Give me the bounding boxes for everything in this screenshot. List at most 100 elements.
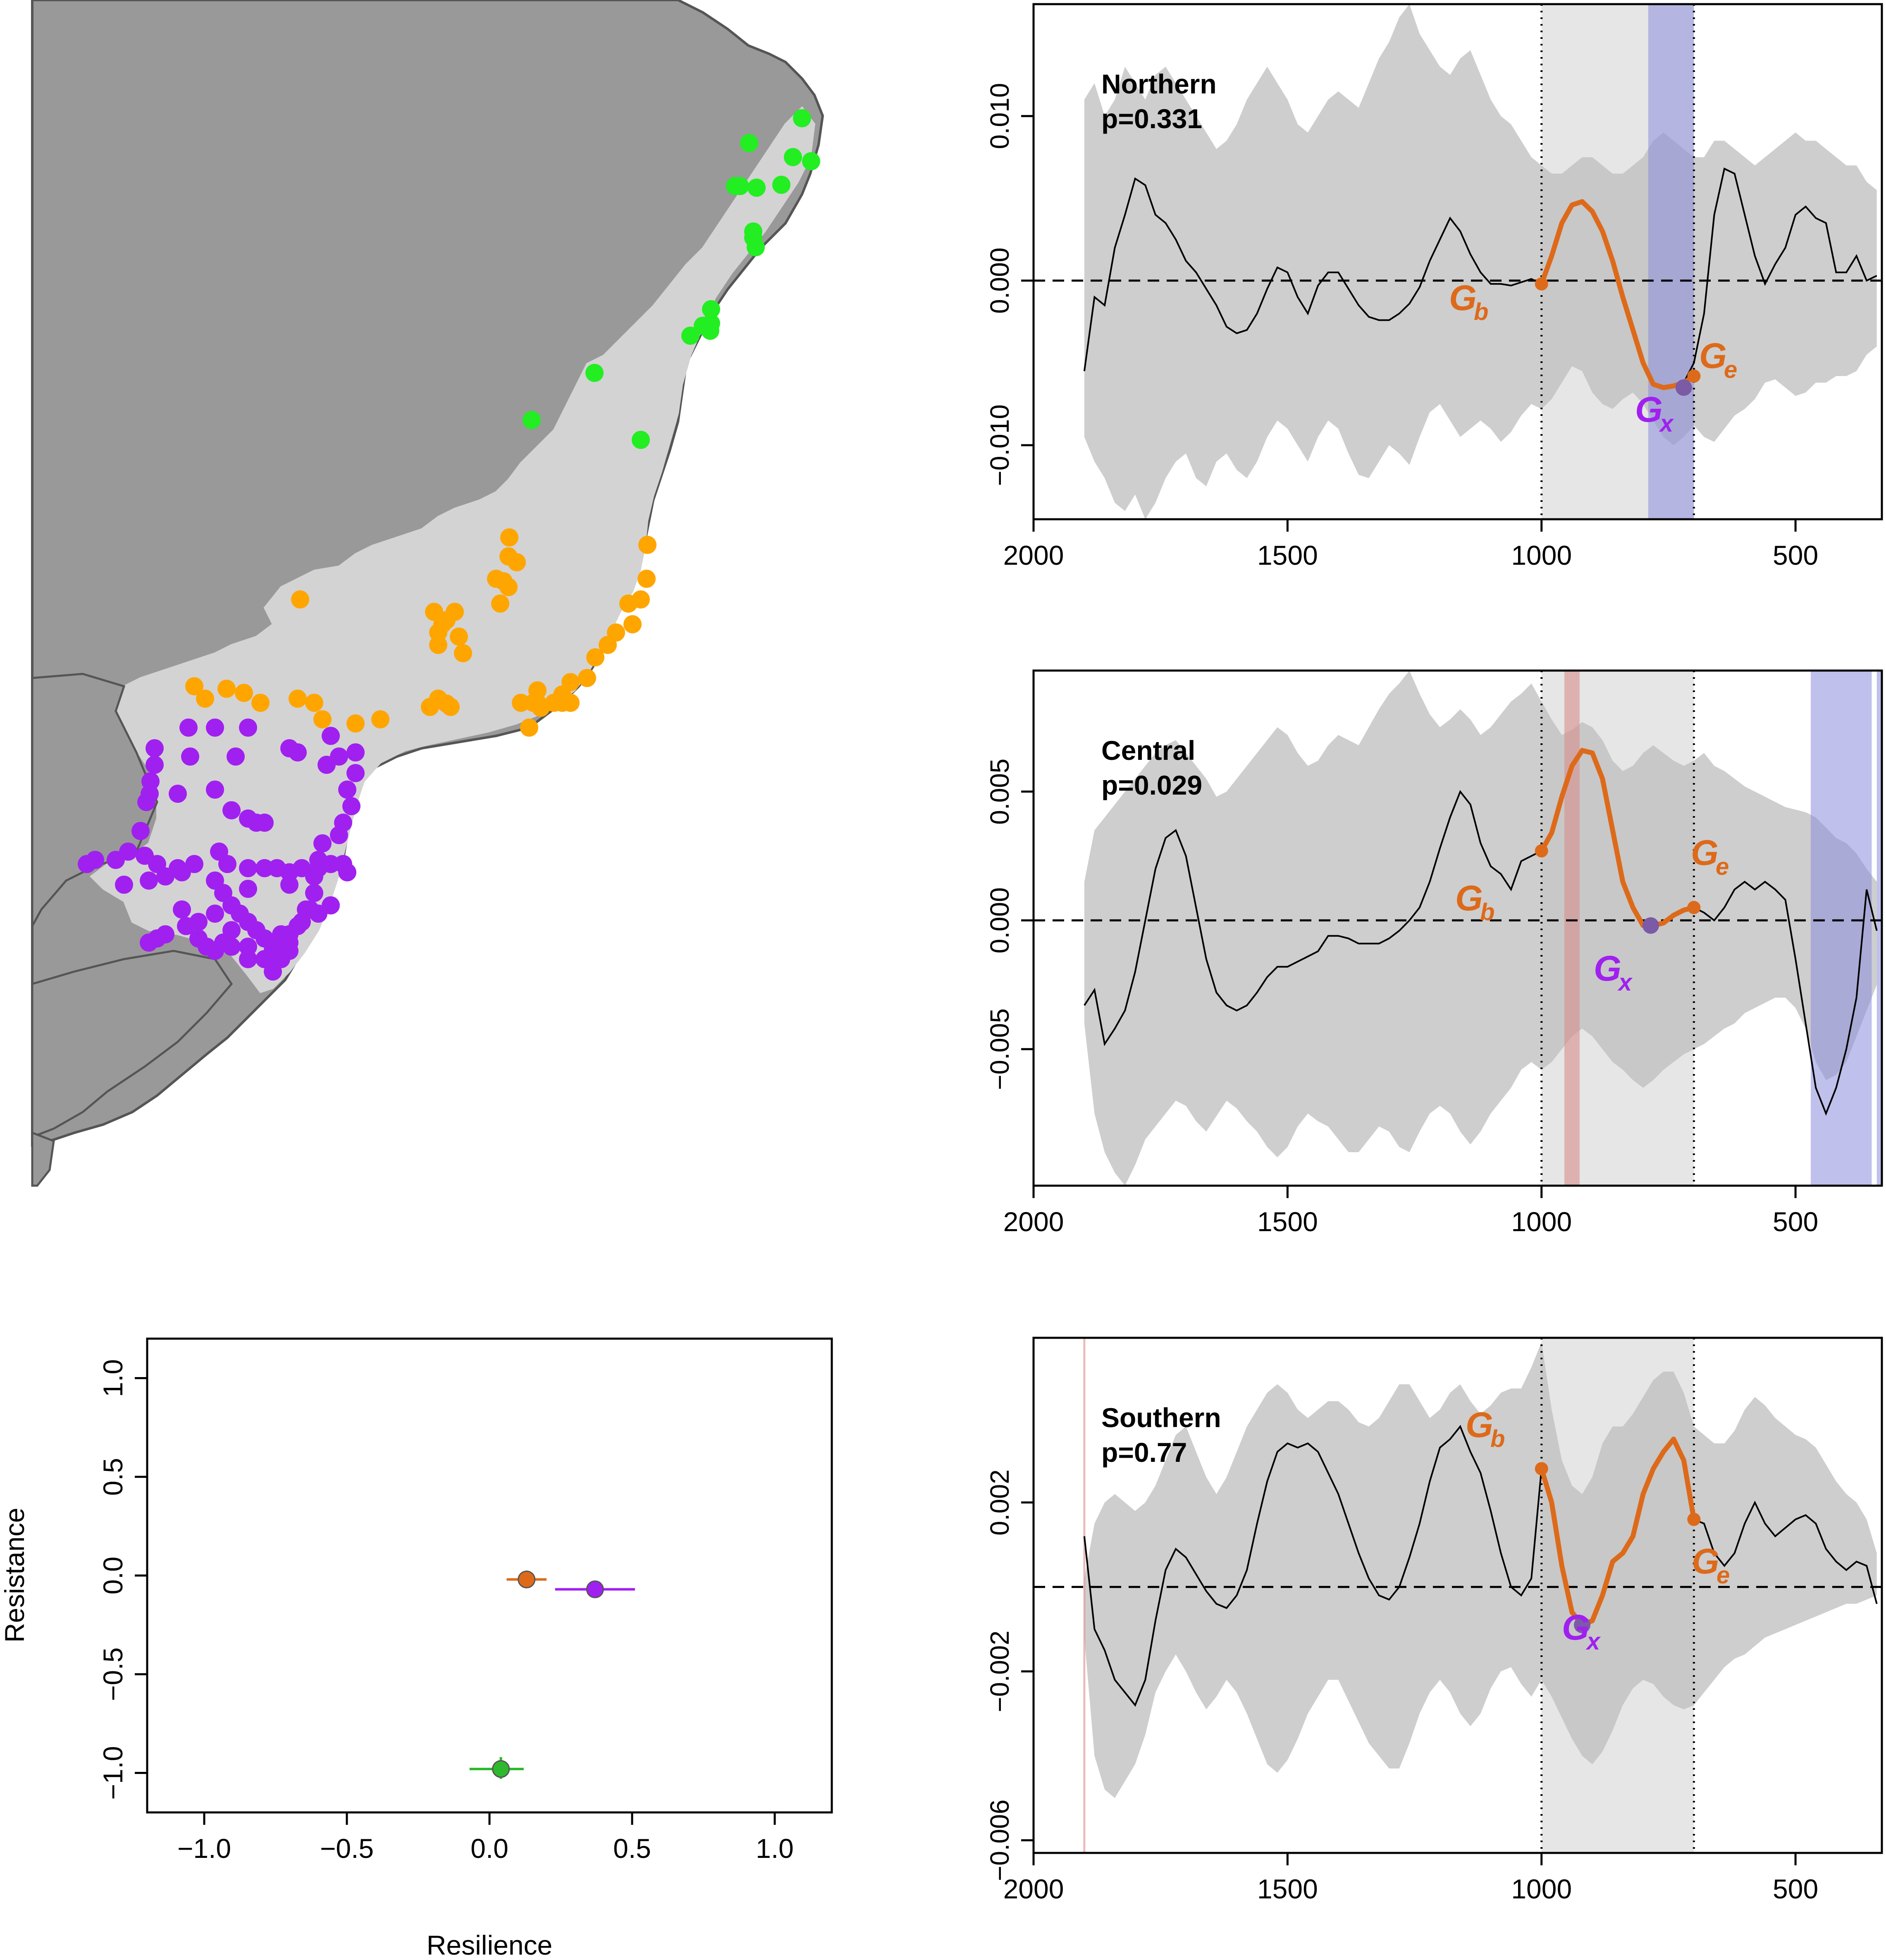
northern-points [523, 109, 820, 449]
southern-site-point [227, 747, 245, 766]
x-tick-label: 2000 [1003, 1874, 1064, 1904]
southern-site-point [78, 855, 96, 873]
gb-marker [1535, 277, 1548, 291]
x-tick-label: 500 [1773, 540, 1818, 571]
scatter-plot-area [146, 1337, 833, 1814]
central-site-point [454, 644, 472, 662]
gb-marker [1535, 844, 1548, 858]
northern-site-point [632, 431, 650, 449]
central-site-point [289, 690, 307, 708]
map-panel [31, 0, 859, 1187]
p-value-label: p=0.77 [1101, 1437, 1187, 1468]
x-tick-label: 500 [1773, 1206, 1818, 1237]
southern-site-point [146, 739, 164, 757]
central-site-point [371, 710, 389, 728]
coastal-island [31, 1131, 55, 1187]
central-site-point [491, 594, 509, 613]
southern-site-point [239, 880, 257, 898]
x-tick-label: 1000 [1511, 540, 1572, 571]
resilience-resistance-plot: −1.0 −0.5 0.0 0.5 1.0 −1.0 −0.5 0.0 0.5 1.0 Resi… [0, 1337, 833, 1960]
x-tick-label: 1000 [1511, 1206, 1572, 1237]
gx-label-subscript: x [1617, 969, 1633, 996]
gb-label: G [1466, 1405, 1493, 1445]
northern-site-point [523, 411, 541, 429]
y-tick-label: 0.000 [985, 887, 1015, 953]
northern-region-point [492, 1760, 510, 1778]
southern-site-point [137, 793, 155, 811]
central-site-point [196, 690, 214, 708]
ge-label-subscript: e [1716, 853, 1729, 880]
southern-site-point [338, 781, 356, 799]
southern-site-point [206, 942, 224, 960]
southern-site-point [169, 785, 187, 803]
central-site-point [512, 694, 530, 712]
gx-marker [1642, 917, 1659, 934]
central-site-point [520, 719, 538, 737]
x-tick-label: 1500 [1257, 1874, 1318, 1904]
central-site-point [217, 680, 236, 698]
southern-site-point [156, 867, 174, 886]
scatter-x-tick-label: 1.0 [756, 1833, 794, 1864]
northern-site-point [772, 176, 790, 194]
southern-site-point [289, 743, 307, 762]
central-site-point [494, 572, 513, 590]
southern-site-point [272, 925, 290, 943]
ge-label-subscript: e [1724, 356, 1737, 383]
ge-label: G [1691, 833, 1719, 873]
scatter-y-tick-label: 1.0 [98, 1359, 128, 1397]
region-title: Southern [1101, 1402, 1221, 1433]
plot-content [1034, 4, 1882, 519]
x-tick-label: 2000 [1003, 1206, 1064, 1237]
northern-site-point [740, 134, 758, 152]
southern-site-point [330, 826, 348, 844]
southern-site-point [206, 905, 224, 923]
gx-label-subscript: x [1585, 1628, 1601, 1655]
central-site-point [623, 615, 642, 633]
southern-site-point [322, 896, 340, 914]
population-trend-line [1084, 749, 1878, 1116]
gx-label: G [1562, 1608, 1590, 1647]
population-trend-line [1083, 1425, 1878, 1707]
southern-site-point [177, 917, 195, 935]
x-tick-label: 1500 [1257, 540, 1318, 571]
scatter-x-tick-label: 0.5 [613, 1833, 651, 1864]
y-tick-label: 0.002 [985, 1469, 1015, 1535]
southern-site-point [342, 797, 360, 815]
southern-points [78, 719, 365, 981]
southern-site-point [280, 942, 298, 960]
scatter-x-tick-label: 0.0 [470, 1833, 509, 1864]
scatter-x-axis: −1.0 −0.5 0.0 0.5 1.0 [177, 1812, 794, 1864]
northern-site-point [793, 109, 811, 127]
plot-frame [1032, 3, 1883, 520]
southern-site-point [330, 747, 348, 766]
southern-site-point [239, 950, 257, 968]
southern-site-point [293, 859, 311, 877]
scatter-y-tick-label: 0.5 [98, 1458, 128, 1496]
x-tick-label: 1000 [1511, 1874, 1572, 1904]
southern-site-point [140, 871, 158, 890]
central-site-point [429, 636, 447, 654]
confidence-band [1084, 671, 1877, 1186]
southern-site-point [239, 859, 257, 877]
central-site-point [251, 694, 270, 712]
northern-site-point [747, 238, 765, 256]
southern-land [31, 950, 233, 1139]
central-site-point [561, 694, 580, 712]
significant-decline-shade [1876, 671, 1882, 1186]
southern-site-point [179, 719, 198, 737]
resilience-axis-title: Resilience [427, 1930, 552, 1960]
gx-label-subscript: x [1659, 410, 1674, 437]
central-site-point [433, 615, 451, 633]
southern-site-point [280, 876, 298, 894]
southern-site-point [218, 855, 236, 873]
southern-site-point [222, 801, 241, 819]
central-site-point [291, 590, 309, 609]
southern-site-point [346, 743, 365, 762]
scatter-points [469, 1571, 635, 1779]
plot-frame [1032, 669, 1883, 1187]
ge-marker [1687, 1513, 1701, 1526]
y-tick-label: −0.002 [985, 1631, 1015, 1712]
ge-marker [1687, 901, 1701, 914]
plot-content [1034, 671, 1882, 1186]
central-region-point [518, 1571, 536, 1589]
